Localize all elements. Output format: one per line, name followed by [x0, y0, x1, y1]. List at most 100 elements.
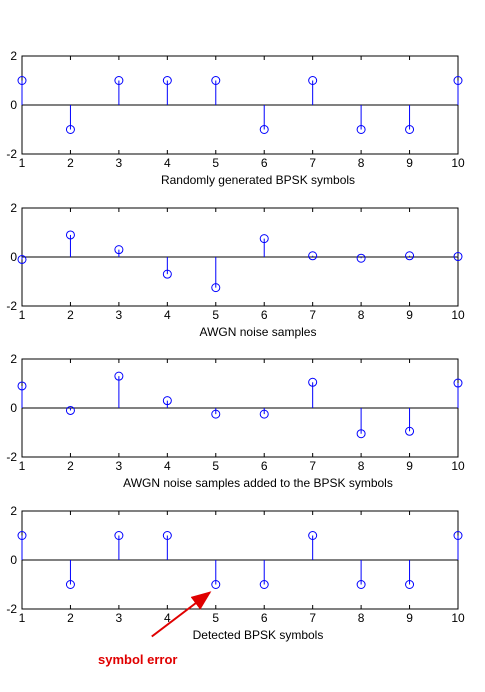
x-tick-label: 5 [212, 308, 219, 322]
x-tick-label: 5 [212, 611, 219, 625]
y-tick-label: 0 [10, 553, 17, 567]
x-tick-label: 9 [406, 459, 413, 473]
stem-marker [17, 76, 27, 85]
y-tick-label: -2 [6, 147, 17, 161]
stem-marker [114, 76, 124, 85]
y-tick-label: 2 [10, 504, 17, 518]
x-tick-label: 6 [261, 156, 268, 170]
stem-marker [114, 371, 124, 381]
x-tick-label: 2 [67, 156, 74, 170]
x-axis-label: AWGN noise samples added to the BPSK sym… [123, 476, 393, 490]
stem-marker [211, 409, 221, 419]
y-tick-label: 0 [10, 98, 17, 112]
x-tick-label: 4 [164, 611, 171, 625]
x-tick-label: 3 [116, 611, 123, 625]
y-tick-label: 0 [10, 401, 17, 415]
x-tick-label: 10 [451, 156, 465, 170]
x-tick-label: 2 [67, 459, 74, 473]
x-tick-label: 4 [164, 156, 171, 170]
stem-marker [453, 531, 463, 540]
stem-marker [308, 76, 318, 85]
stem-marker [211, 76, 221, 85]
x-tick-label: 5 [212, 459, 219, 473]
y-tick-label: 2 [10, 201, 17, 215]
symbol-error-annotation: symbol error [98, 591, 212, 667]
x-tick-label: 1 [19, 611, 26, 625]
x-axis-label: Randomly generated BPSK symbols [161, 173, 355, 187]
stem-marker [162, 76, 172, 85]
x-tick-label: 6 [261, 308, 268, 322]
x-tick-label: 3 [116, 459, 123, 473]
stem-marker [65, 230, 75, 240]
stem-marker [453, 252, 463, 262]
x-axis-label: Detected BPSK symbols [193, 628, 324, 642]
stem-marker [65, 580, 75, 589]
x-tick-label: 1 [19, 459, 26, 473]
annotation-label: symbol error [98, 652, 177, 667]
chart-panel-1: 1 2 3 4 5 6 7 8 9 10 2 0 -2 Randomly generated BPSK s… [6, 49, 465, 187]
x-tick-label: 1 [19, 308, 26, 322]
x-tick-label: 3 [116, 156, 123, 170]
x-tick-label: 1 [19, 156, 26, 170]
stem-marker [259, 580, 269, 589]
stem-marker [356, 253, 366, 263]
x-tick-label: 4 [164, 459, 171, 473]
stem-marker [65, 125, 75, 134]
stem-marker [17, 531, 27, 540]
x-tick-label: 8 [358, 459, 365, 473]
stem-marker [405, 125, 415, 134]
x-tick-label: 10 [451, 611, 465, 625]
x-tick-label: 7 [309, 308, 316, 322]
stem-marker [114, 531, 124, 540]
x-tick-label: 9 [406, 308, 413, 322]
stem-marker [211, 283, 221, 293]
x-tick-label: 8 [358, 156, 365, 170]
x-tick-label: 3 [116, 308, 123, 322]
stem-marker [405, 251, 415, 261]
x-tick-label: 7 [309, 611, 316, 625]
x-tick-label: 7 [309, 459, 316, 473]
chart-panel-3: 1 2 3 4 5 6 7 8 9 10 2 0 -2 AWGN noise samples added … [6, 352, 465, 490]
y-tick-label: 2 [10, 49, 17, 63]
stem-marker [356, 580, 366, 589]
stem-marker [114, 245, 124, 255]
stem-marker [259, 125, 269, 134]
stem-marker [17, 381, 27, 391]
stem-marker [162, 531, 172, 540]
x-axis-label: AWGN noise samples [200, 325, 317, 339]
stem-marker [259, 409, 269, 419]
stem-marker [17, 254, 27, 264]
chart-panel-4: 1 2 3 4 5 6 7 8 9 10 2 0 -2 Detected BPSK symbols [6, 504, 465, 642]
y-tick-label: -2 [6, 602, 17, 616]
x-tick-label: 8 [358, 611, 365, 625]
y-tick-label: 0 [10, 250, 17, 264]
stem-marker [259, 234, 269, 244]
stem-marker [453, 76, 463, 85]
stem-marker [356, 429, 366, 439]
x-tick-label: 7 [309, 156, 316, 170]
x-tick-label: 9 [406, 156, 413, 170]
stem-marker [453, 378, 463, 388]
x-tick-label: 10 [451, 459, 465, 473]
y-tick-label: -2 [6, 450, 17, 464]
stem-marker [211, 580, 221, 589]
x-tick-label: 4 [164, 308, 171, 322]
stem-marker [162, 396, 172, 406]
stem-marker [308, 531, 318, 540]
x-tick-label: 6 [261, 459, 268, 473]
stem-marker [308, 377, 318, 387]
y-tick-label: 2 [10, 352, 17, 366]
stem-marker [162, 269, 172, 279]
x-tick-label: 6 [261, 611, 268, 625]
stem-marker [308, 251, 318, 261]
annotation-arrow [151, 591, 212, 638]
y-tick-label: -2 [6, 299, 17, 313]
x-tick-label: 9 [406, 611, 413, 625]
x-tick-label: 5 [212, 156, 219, 170]
stem-marker [65, 405, 75, 415]
stem-marker [356, 125, 366, 134]
x-tick-label: 2 [67, 308, 74, 322]
x-tick-label: 10 [451, 308, 465, 322]
x-tick-label: 8 [358, 308, 365, 322]
